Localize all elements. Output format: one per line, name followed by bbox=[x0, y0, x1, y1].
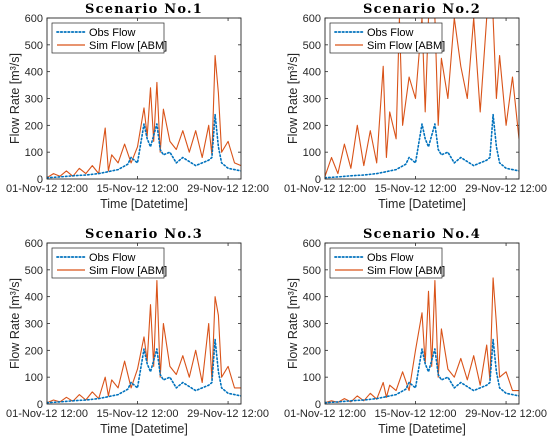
y-tick-label: 200 bbox=[303, 345, 321, 357]
y-axis-label: Flow Rate [m³/s] bbox=[8, 278, 22, 369]
plot-frame bbox=[46, 17, 242, 180]
x-tick-label: 29-Nov-12 12:00 bbox=[187, 183, 269, 195]
y-tick-label: 0 bbox=[37, 399, 43, 411]
x-tick-label: 15-Nov-12 12:00 bbox=[375, 183, 457, 195]
legend-label: Sim Flow [ABM] bbox=[367, 265, 445, 277]
sim-flow-line bbox=[47, 280, 241, 404]
y-axis-label: Flow Rate [m³/s] bbox=[8, 53, 22, 144]
x-tick-label: 15-Nov-12 12:00 bbox=[375, 408, 457, 420]
legend-label: Obs Flow bbox=[367, 27, 414, 39]
y-tick-label: 100 bbox=[303, 147, 321, 159]
legend-label: Obs Flow bbox=[89, 252, 136, 264]
panel-2: Scenario No.2 0 100 200 300 400 500 600 01-Nov-1… bbox=[284, 2, 547, 211]
legend-box bbox=[329, 22, 443, 54]
panel-4: Scenario No.4 0 100 200 300 400 500 600 01-Nov-1… bbox=[284, 227, 547, 436]
legend-label: Sim Flow [ABM] bbox=[89, 265, 167, 277]
legend-label: Sim Flow [ABM] bbox=[89, 40, 167, 52]
obs-flow-line bbox=[47, 338, 241, 404]
y-tick-label: 600 bbox=[303, 13, 321, 25]
x-tick-label: 01-Nov-12 12:00 bbox=[6, 408, 88, 420]
legend-box bbox=[329, 247, 443, 279]
sim-flow-line bbox=[325, 277, 519, 404]
y-tick-label: 200 bbox=[25, 120, 43, 132]
y-tick-label: 100 bbox=[25, 147, 43, 159]
legend-label: Obs Flow bbox=[367, 252, 414, 264]
y-tick-label: 600 bbox=[25, 238, 43, 250]
series-group bbox=[325, 18, 519, 179]
y-axis-label: Flow Rate [m³/s] bbox=[286, 53, 300, 144]
y-tick-label: 400 bbox=[303, 292, 321, 304]
x-axis-label: Time [Datetime] bbox=[100, 197, 188, 211]
obs-flow-line bbox=[47, 113, 241, 179]
y-tick-label: 300 bbox=[25, 319, 43, 331]
sim-flow-line bbox=[325, 18, 519, 177]
series-group bbox=[47, 55, 241, 179]
y-tick-label: 500 bbox=[303, 265, 321, 277]
y-tick-label: 0 bbox=[37, 174, 43, 186]
legend-label: Sim Flow [ABM] bbox=[367, 40, 445, 52]
y-tick-label: 100 bbox=[303, 372, 321, 384]
panel-title: Scenario No.1 bbox=[85, 2, 203, 17]
y-tick-label: 400 bbox=[25, 67, 43, 79]
y-tick-label: 500 bbox=[25, 40, 43, 52]
x-tick-label: 01-Nov-12 12:00 bbox=[6, 183, 88, 195]
panel-title: Scenario No.4 bbox=[363, 227, 481, 242]
sim-flow-line bbox=[47, 55, 241, 179]
y-tick-label: 600 bbox=[25, 13, 43, 25]
obs-flow-line bbox=[325, 113, 519, 179]
x-tick-label: 01-Nov-12 12:00 bbox=[284, 183, 366, 195]
legend-box bbox=[51, 247, 165, 279]
y-tick-label: 0 bbox=[315, 174, 321, 186]
y-tick-label: 500 bbox=[25, 265, 43, 277]
x-tick-label: 15-Nov-12 12:00 bbox=[97, 408, 179, 420]
y-tick-label: 200 bbox=[25, 345, 43, 357]
y-tick-label: 500 bbox=[303, 40, 321, 52]
legend-box bbox=[51, 22, 165, 54]
plot-frame bbox=[324, 17, 520, 180]
panel-1: Scenario No.1 0 100 200 300 400 500 600 01-Nov-1… bbox=[6, 2, 269, 211]
series-group bbox=[325, 277, 519, 404]
y-tick-label: 200 bbox=[303, 120, 321, 132]
y-tick-label: 400 bbox=[303, 67, 321, 79]
panel-title: Scenario No.2 bbox=[363, 2, 481, 17]
x-axis-label: Time [Datetime] bbox=[378, 197, 466, 211]
x-axis-label: Time [Datetime] bbox=[100, 422, 188, 436]
series-group bbox=[47, 280, 241, 404]
obs-flow-line bbox=[325, 338, 519, 404]
x-tick-label: 01-Nov-12 12:00 bbox=[284, 408, 366, 420]
panel-title: Scenario No.3 bbox=[85, 227, 203, 242]
plot-frame bbox=[46, 242, 242, 405]
panel-3: Scenario No.3 0 100 200 300 400 500 600 01-Nov-1… bbox=[6, 227, 269, 436]
legend-label: Obs Flow bbox=[89, 27, 136, 39]
y-tick-label: 300 bbox=[303, 319, 321, 331]
x-tick-label: 29-Nov-12 12:00 bbox=[187, 408, 269, 420]
y-tick-label: 400 bbox=[25, 292, 43, 304]
y-tick-label: 300 bbox=[25, 94, 43, 106]
y-tick-label: 600 bbox=[303, 238, 321, 250]
y-tick-label: 300 bbox=[303, 94, 321, 106]
x-tick-label: 15-Nov-12 12:00 bbox=[97, 183, 179, 195]
y-axis-label: Flow Rate [m³/s] bbox=[286, 278, 300, 369]
x-tick-label: 29-Nov-12 12:00 bbox=[465, 408, 547, 420]
x-axis-label: Time [Datetime] bbox=[378, 422, 466, 436]
plot-frame bbox=[324, 242, 520, 405]
y-tick-label: 0 bbox=[315, 399, 321, 411]
y-tick-label: 100 bbox=[25, 372, 43, 384]
x-tick-label: 29-Nov-12 12:00 bbox=[465, 183, 547, 195]
